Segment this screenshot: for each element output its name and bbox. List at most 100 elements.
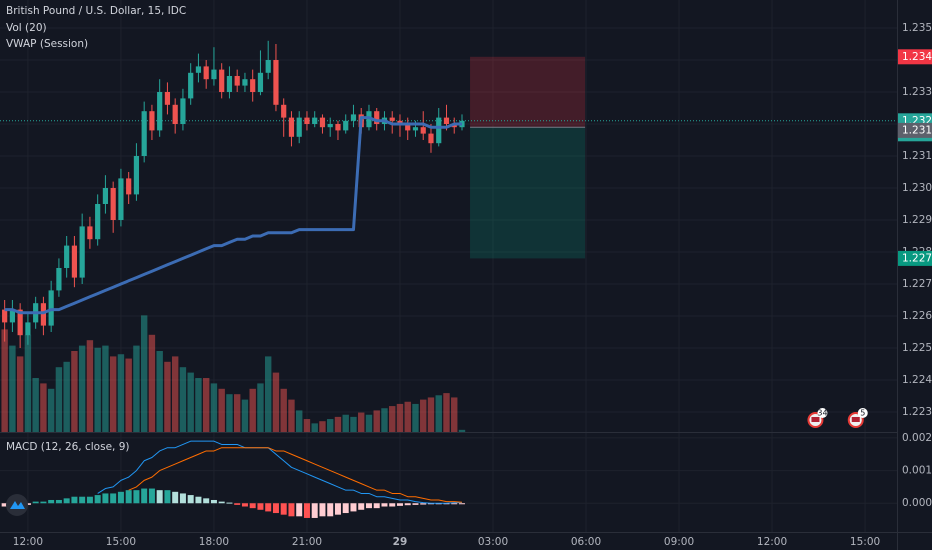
- indicator-label: VWAP (Session): [6, 38, 88, 50]
- candle-body: [257, 72, 264, 92]
- volume-bar: [303, 419, 311, 432]
- volume-bar: [265, 356, 272, 432]
- candle-body: [17, 309, 23, 336]
- histogram-bar: [327, 503, 334, 517]
- volume-bar: [1, 329, 8, 432]
- histogram-bar: [141, 488, 148, 504]
- volume-bar: [412, 403, 419, 432]
- event-badge: [817, 408, 828, 418]
- volume-bar: [140, 315, 148, 432]
- candle-body: [195, 66, 202, 73]
- candle-body: [219, 69, 225, 92]
- volume-bar: [9, 345, 16, 432]
- volume-bar: [71, 351, 78, 432]
- volume-bar: [389, 406, 396, 432]
- candle-body: [296, 117, 302, 137]
- volume-bar: [16, 356, 24, 432]
- histogram-bar: [404, 503, 411, 506]
- candle-body: [405, 124, 411, 131]
- event-flag: [811, 417, 820, 422]
- volume-bar: [94, 347, 101, 432]
- candle-body: [48, 290, 54, 326]
- histogram-bar: [179, 493, 186, 504]
- event-marker[interactable]: 5: [847, 408, 868, 428]
- histogram-bar: [358, 503, 365, 510]
- histogram-bar: [420, 503, 427, 505]
- candle-body: [64, 245, 70, 268]
- volume-bar: [148, 334, 156, 432]
- macd-line: [97, 440, 462, 504]
- histogram-bar: [40, 501, 47, 504]
- candle-body: [312, 117, 318, 124]
- candle-body: [180, 98, 186, 124]
- histogram-bar: [381, 503, 388, 507]
- volume-bar: [102, 345, 109, 432]
- candle-body: [397, 120, 403, 124]
- volume-bar: [257, 383, 264, 432]
- volume-bar: [202, 378, 210, 432]
- candle-body: [9, 309, 16, 323]
- candle-body: [428, 133, 434, 144]
- volume-bar: [179, 367, 187, 432]
- logo-icon: [10, 501, 25, 509]
- x-tick-label: 15:00: [106, 536, 136, 548]
- candle-body: [25, 322, 31, 336]
- volume-bar: [24, 334, 32, 432]
- histogram-bar: [257, 503, 264, 510]
- price-tag-label: 1.2318: [902, 124, 932, 136]
- target-zone: [470, 127, 586, 259]
- volume-bar: [404, 401, 411, 432]
- candle-body: [242, 79, 248, 86]
- volume-bar: [350, 416, 357, 432]
- volume-bar: [272, 372, 280, 432]
- y-tick-label: 1.2230: [902, 406, 932, 418]
- histogram-bar: [210, 499, 217, 504]
- histogram-bar: [389, 503, 396, 507]
- volume-bar: [365, 414, 373, 432]
- histogram-bar: [195, 496, 202, 504]
- volume-bar: [249, 388, 256, 432]
- volume-bar: [327, 419, 334, 432]
- price-tag: [898, 250, 932, 266]
- histogram-bar: [86, 496, 93, 504]
- volume-bar: [32, 378, 39, 432]
- logo[interactable]: [6, 494, 28, 516]
- histogram-bar: [265, 503, 272, 512]
- volume-bar: [241, 399, 249, 432]
- x-tick-label: 06:00: [571, 536, 601, 548]
- candle-body: [288, 117, 295, 137]
- candle-body: [226, 76, 233, 92]
- x-tick-label: 03:00: [478, 536, 508, 548]
- volume-bar: [109, 356, 117, 432]
- x-tick-label: 15:00: [850, 536, 880, 548]
- candle-body: [164, 92, 171, 105]
- x-tick-label: 12:00: [13, 536, 43, 548]
- candle-body: [389, 117, 395, 121]
- volume-bar: [55, 367, 63, 432]
- volume-bar: [117, 354, 125, 432]
- histogram-bar: [280, 503, 287, 515]
- candle-body: [71, 245, 78, 278]
- candle-body: [327, 124, 333, 128]
- volume-bar: [226, 394, 233, 432]
- candle-body: [79, 226, 85, 278]
- volume-bar: [195, 378, 202, 432]
- y-tick-label: 1.2250: [902, 342, 932, 354]
- volume-bar: [427, 397, 435, 432]
- x-tick-label: 29: [393, 536, 408, 548]
- histogram-bar: [334, 503, 341, 515]
- chart-title: British Pound / U.S. Dollar, 15, IDC: [6, 5, 186, 17]
- event-badge: [857, 408, 868, 418]
- volume-bar: [156, 351, 163, 432]
- candle-body: [304, 117, 310, 124]
- histogram-bar: [272, 503, 279, 514]
- histogram-bar: [148, 488, 155, 504]
- histogram-bar: [55, 499, 62, 504]
- x-tick-label: 12:00: [757, 536, 787, 548]
- y-tick-label: 1.2260: [902, 310, 932, 322]
- event-marker[interactable]: 34: [807, 408, 828, 428]
- histogram-bar: [458, 503, 465, 505]
- histogram-bar: [1, 503, 8, 507]
